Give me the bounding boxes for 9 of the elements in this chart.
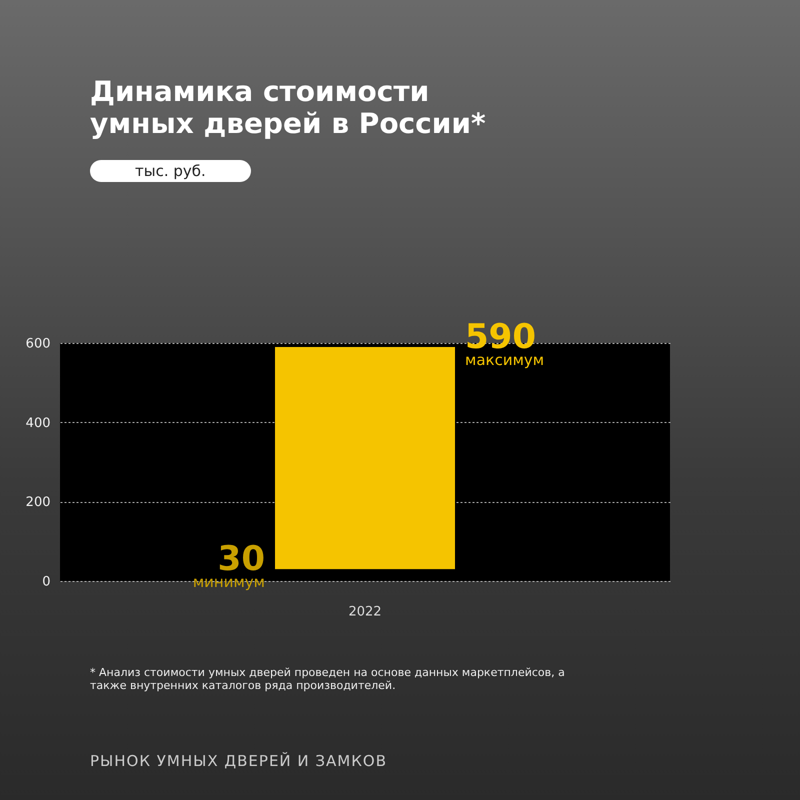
- y-tick-label: 400: [26, 416, 50, 431]
- text: РЫНОК УМНЫХ ДВЕРЕЙ И ЗАМКОВ: [90, 752, 387, 770]
- text: * Анализ стоимости умных дверей проведен на основе данных маркетплейсов, а также внутренних каталогов ряда производителей.: [90, 666, 566, 692]
- y-tick-label: 200: [26, 495, 50, 510]
- chart-title: Динамика стоимости умных дверей в России*: [90, 75, 487, 140]
- text: тыс. руб.: [90, 160, 251, 182]
- y-tick-label: 600: [26, 336, 50, 352]
- y-tick-label: 0: [42, 574, 50, 590]
- x-tick-label: 2022: [348, 604, 382, 620]
